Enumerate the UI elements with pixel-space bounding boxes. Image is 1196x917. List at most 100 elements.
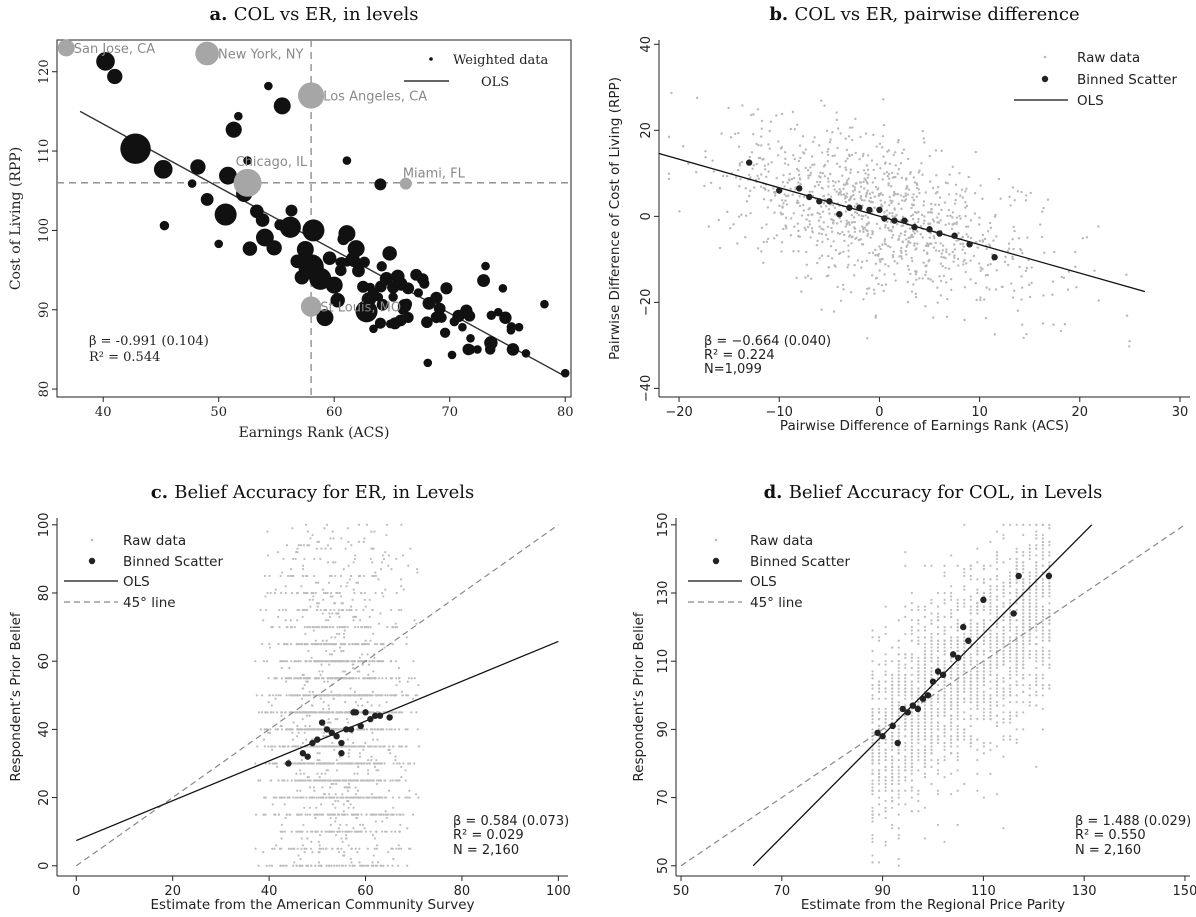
raw-point bbox=[346, 581, 349, 584]
raw-point bbox=[930, 721, 933, 724]
weighted-point bbox=[499, 311, 512, 324]
raw-point bbox=[887, 182, 890, 185]
raw-point bbox=[349, 779, 352, 782]
raw-point bbox=[888, 204, 891, 207]
raw-point bbox=[1025, 266, 1029, 270]
raw-point bbox=[867, 222, 870, 225]
raw-point bbox=[311, 643, 314, 646]
raw-point bbox=[923, 755, 927, 758]
raw-point bbox=[923, 141, 926, 144]
raw-point bbox=[866, 287, 869, 291]
raw-point bbox=[803, 195, 806, 199]
raw-point bbox=[320, 643, 323, 646]
raw-point bbox=[843, 239, 846, 243]
raw-point bbox=[351, 796, 354, 799]
raw-point bbox=[379, 612, 382, 615]
raw-point bbox=[1125, 314, 1129, 317]
raw-point bbox=[299, 772, 302, 775]
raw-point bbox=[871, 629, 874, 632]
raw-point bbox=[274, 813, 277, 816]
raw-point bbox=[885, 170, 889, 174]
raw-point bbox=[945, 248, 948, 251]
raw-point bbox=[910, 758, 913, 762]
raw-point bbox=[988, 243, 991, 246]
raw-point bbox=[838, 188, 841, 191]
raw-point bbox=[336, 728, 339, 731]
raw-point bbox=[972, 254, 976, 258]
raw-point bbox=[848, 234, 852, 237]
raw-point bbox=[976, 789, 979, 792]
raw-point bbox=[291, 728, 294, 731]
raw-point bbox=[881, 193, 884, 197]
raw-point bbox=[394, 830, 397, 833]
raw-point bbox=[969, 694, 972, 697]
raw-point bbox=[989, 226, 993, 230]
raw-point bbox=[943, 731, 946, 734]
raw-point bbox=[408, 789, 411, 792]
raw-point bbox=[299, 728, 302, 731]
raw-point bbox=[817, 219, 821, 222]
raw-point bbox=[764, 168, 767, 171]
raw-point bbox=[765, 223, 768, 226]
raw-point bbox=[344, 796, 348, 799]
raw-point bbox=[818, 225, 821, 228]
raw-point bbox=[904, 690, 907, 693]
raw-point bbox=[988, 288, 991, 291]
raw-point bbox=[1041, 687, 1044, 690]
raw-point bbox=[290, 677, 293, 680]
raw-point bbox=[738, 164, 742, 167]
raw-point bbox=[1048, 554, 1051, 557]
raw-point bbox=[884, 748, 887, 751]
raw-point bbox=[762, 240, 765, 244]
raw-point bbox=[923, 745, 927, 748]
raw-point bbox=[976, 626, 979, 629]
raw-point bbox=[1035, 677, 1038, 680]
raw-point bbox=[758, 156, 762, 160]
raw-point bbox=[947, 208, 951, 212]
raw-point bbox=[877, 796, 881, 799]
raw-point bbox=[829, 195, 833, 198]
raw-point bbox=[921, 173, 924, 177]
raw-point bbox=[343, 660, 346, 663]
raw-point bbox=[314, 864, 317, 867]
raw-point bbox=[871, 806, 874, 809]
raw-point bbox=[315, 830, 319, 833]
raw-point bbox=[271, 694, 275, 697]
raw-point bbox=[300, 796, 303, 799]
raw-point bbox=[897, 237, 901, 241]
raw-point bbox=[368, 796, 371, 799]
y-tick-label: 70 bbox=[656, 789, 671, 806]
raw-point bbox=[1015, 595, 1018, 598]
weighted-point bbox=[421, 316, 433, 329]
raw-point bbox=[852, 274, 856, 277]
chart-title: a. COL vs ER, in levels bbox=[210, 4, 419, 25]
raw-point bbox=[300, 697, 304, 700]
raw-point bbox=[917, 171, 920, 174]
raw-point bbox=[369, 728, 373, 731]
raw-point bbox=[1097, 225, 1100, 228]
raw-point bbox=[929, 202, 933, 206]
raw-point bbox=[827, 180, 830, 183]
raw-point bbox=[383, 796, 387, 799]
raw-point bbox=[1035, 656, 1038, 659]
raw-point bbox=[321, 670, 324, 673]
raw-point bbox=[318, 779, 321, 782]
raw-point bbox=[254, 847, 257, 850]
raw-point bbox=[280, 837, 283, 840]
raw-point bbox=[937, 220, 940, 224]
raw-point bbox=[866, 154, 870, 157]
y-tick-label: 40 bbox=[37, 721, 52, 738]
raw-point bbox=[886, 220, 889, 223]
raw-point bbox=[884, 663, 887, 666]
raw-point bbox=[1035, 649, 1038, 653]
raw-point bbox=[327, 745, 330, 748]
raw-point bbox=[316, 745, 319, 748]
raw-point bbox=[407, 564, 410, 567]
raw-point bbox=[963, 636, 966, 639]
raw-point bbox=[943, 571, 946, 574]
x-axis-label: Estimate from the American Community Sur… bbox=[151, 897, 475, 913]
raw-point bbox=[804, 166, 808, 170]
raw-point bbox=[385, 816, 388, 820]
weighted-point bbox=[484, 336, 498, 350]
raw-point bbox=[373, 837, 376, 840]
